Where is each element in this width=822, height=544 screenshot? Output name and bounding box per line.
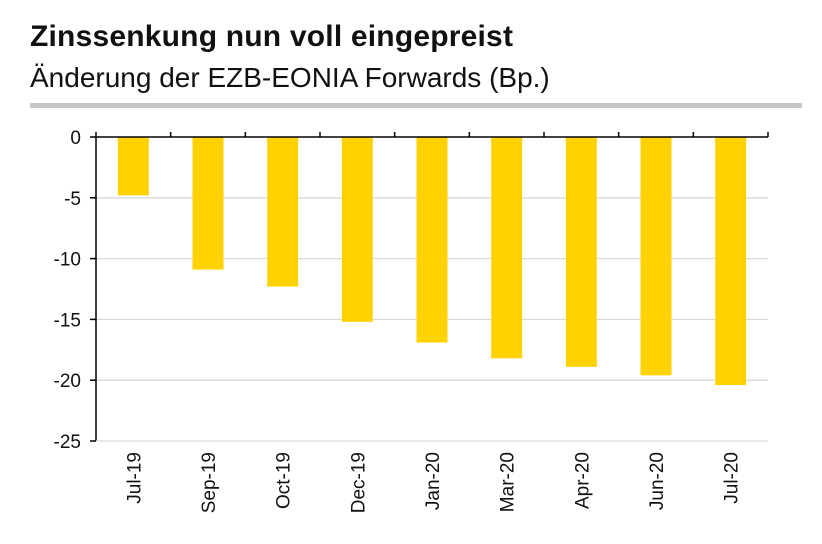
bar-apr-20	[565, 137, 597, 367]
y-tick-label: 0	[70, 128, 81, 149]
bar-jul-19	[117, 137, 149, 196]
chart-title: Zinssenkung nun voll eingepreist	[30, 20, 514, 53]
x-tick-label: Jan-20	[423, 452, 444, 510]
y-tick-labels: 0 -5 -10 -15 -20 -25	[54, 128, 81, 453]
x-tick-label: Jul-20	[722, 452, 743, 504]
header-divider	[30, 103, 802, 108]
bar-jul-20	[715, 137, 747, 386]
y-tick-label: -25	[54, 432, 81, 453]
x-tick-label: Dec-19	[348, 452, 369, 513]
x-tick-label: Apr-20	[572, 452, 593, 509]
x-tick-label: Jul-19	[124, 452, 145, 504]
y-tick-label: -20	[54, 371, 81, 392]
axes	[90, 132, 769, 442]
x-tick-label: Mar-20	[498, 452, 519, 512]
bar-jan-20	[416, 137, 448, 343]
bar-mar-20	[491, 137, 523, 359]
x-tick-label: Sep-19	[199, 452, 220, 513]
bar-dec-19	[341, 137, 373, 322]
y-tick-label: -10	[54, 250, 81, 271]
bar-jun-20	[640, 137, 672, 376]
y-tick-label: -15	[54, 310, 81, 331]
y-tick-label: -5	[64, 189, 81, 210]
bars	[117, 137, 747, 386]
x-tick-labels: Jul-19 Sep-19 Oct-19 Dec-19 Jan-20 Mar-20 Apr-…	[124, 452, 742, 513]
chart-subtitle: Änderung der EZB-EONIA Forwards (Bp.)	[30, 62, 550, 93]
x-tick-label: Oct-19	[274, 452, 295, 509]
bar-oct-19	[267, 137, 299, 287]
x-tick-label: Jun-20	[647, 452, 668, 510]
bar-sep-19	[192, 137, 224, 270]
